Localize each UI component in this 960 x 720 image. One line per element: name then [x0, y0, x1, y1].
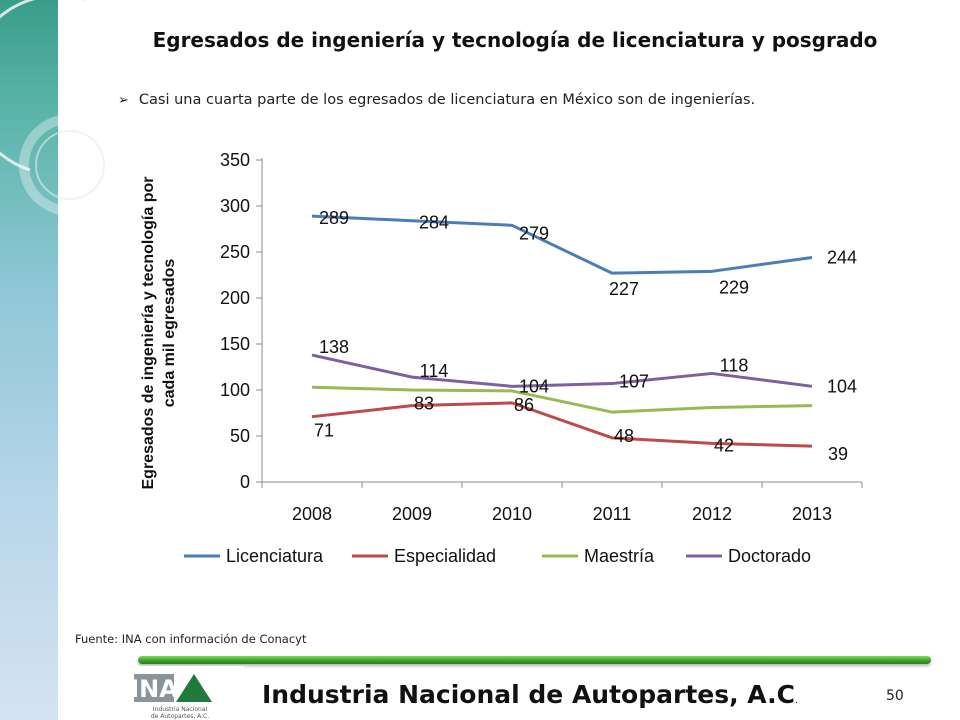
x-tick-label: 2011	[593, 504, 632, 524]
data-label: 104	[519, 376, 549, 396]
data-label: 86	[514, 395, 534, 415]
series-line-maestria	[311, 385, 813, 414]
y-tick-label: 150	[220, 334, 250, 354]
data-label: 118	[720, 355, 749, 375]
data-label: 83	[414, 394, 434, 414]
x-tick-label: 2013	[792, 504, 832, 524]
data-label: 107	[619, 372, 649, 392]
legend-entry: Especialidad	[394, 546, 496, 566]
series-line-doctorado	[311, 353, 813, 388]
x-tick-label: 2010	[492, 504, 532, 524]
slide-title: Egresados de ingeniería y tecnología de …	[152, 28, 878, 52]
y-tick-label: 0	[240, 472, 250, 492]
data-label: 42	[714, 435, 734, 455]
ina-logo: INA Industria Nacional de Autopartes, A.…	[116, 666, 244, 720]
series-line-especialidad	[311, 401, 813, 448]
data-label: 104	[827, 376, 857, 396]
line-chart: 0 50 100 150 200 250 300 350 2008 2009 2010 2011 201…	[140, 150, 863, 566]
chart-axes: 0 50 100 150 200 250 300 350 2008 2009 2010 2011 201…	[220, 150, 863, 524]
x-tick-label: 2012	[692, 504, 732, 524]
legend-entry: Licenciatura	[226, 546, 324, 566]
data-label: 279	[519, 223, 549, 243]
y-tick-label: 200	[220, 288, 250, 308]
series-line-licenciatura	[311, 214, 813, 275]
footer-organization: Industria Nacional de Autopartes, A.C.	[262, 680, 798, 709]
y-tick-label: 300	[220, 196, 250, 216]
chart-data-labels: 289 284 279 227 229 244 71 83 86 48 42 39 138 114 104 1…	[314, 208, 857, 464]
data-label: 284	[419, 213, 449, 233]
y-tick-label: 50	[230, 426, 250, 446]
chart-legend: Licenciatura Especialidad Maestría Doctorad…	[184, 546, 811, 566]
y-tick-label: 350	[220, 150, 250, 170]
data-label: 114	[420, 361, 449, 381]
data-label: 48	[614, 426, 634, 446]
svg-text:INA: INA	[130, 675, 178, 703]
footer-dot: .	[794, 695, 799, 706]
y-tick-label: 100	[220, 380, 250, 400]
arrow-bullet-icon: ➢	[118, 92, 129, 108]
data-label: 71	[314, 421, 334, 441]
footer-organization-name: Industria Nacional de Autopartes, A.C	[262, 680, 795, 709]
data-label: 138	[319, 337, 349, 357]
x-tick-label: 2009	[392, 504, 432, 524]
data-label: 39	[828, 444, 848, 464]
svg-text:de Autopartes, A.C.: de Autopartes, A.C.	[151, 713, 209, 720]
legend-entry: Doctorado	[728, 546, 811, 566]
source-note: Fuente: INA con información de Conacyt	[75, 632, 307, 646]
y-axis-title-line-2: cada mil egresados	[161, 259, 178, 408]
svg-text:Industria Nacional: Industria Nacional	[153, 706, 208, 713]
bullet-point: ➢ Casi una cuarta parte de los egresados…	[118, 92, 755, 108]
x-tick-label: 2008	[292, 504, 332, 524]
footer-divider	[138, 656, 931, 664]
left-decorative-band	[0, 0, 58, 720]
y-tick-label: 250	[220, 242, 250, 262]
data-label: 289	[319, 208, 349, 228]
chart-series	[311, 214, 813, 448]
y-axis-title-line-1: Egresados de ingeniería y tecnología por	[140, 177, 157, 490]
data-label: 229	[719, 277, 749, 297]
bullet-text: Casi una cuarta parte de los egresados d…	[138, 92, 756, 108]
page-number: 50	[886, 688, 904, 704]
legend-entry: Maestría	[584, 546, 655, 566]
data-label: 244	[827, 248, 857, 268]
data-label: 227	[609, 279, 639, 299]
